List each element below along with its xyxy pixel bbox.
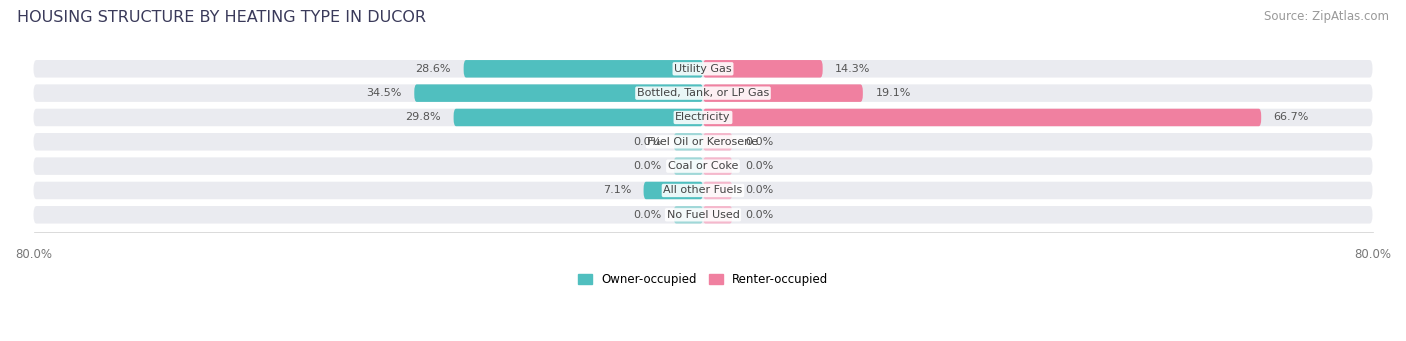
Text: 0.0%: 0.0%	[745, 161, 773, 171]
FancyBboxPatch shape	[34, 84, 1372, 102]
Text: Source: ZipAtlas.com: Source: ZipAtlas.com	[1264, 10, 1389, 23]
FancyBboxPatch shape	[673, 158, 703, 175]
Text: Electricity: Electricity	[675, 113, 731, 122]
FancyBboxPatch shape	[703, 182, 733, 199]
FancyBboxPatch shape	[703, 133, 733, 151]
FancyBboxPatch shape	[464, 60, 703, 77]
FancyBboxPatch shape	[644, 182, 703, 199]
FancyBboxPatch shape	[34, 182, 1372, 199]
Text: 0.0%: 0.0%	[745, 210, 773, 220]
Text: 34.5%: 34.5%	[367, 88, 402, 98]
Text: 0.0%: 0.0%	[633, 161, 661, 171]
Text: 66.7%: 66.7%	[1274, 113, 1309, 122]
Text: No Fuel Used: No Fuel Used	[666, 210, 740, 220]
FancyBboxPatch shape	[34, 133, 1372, 151]
FancyBboxPatch shape	[703, 84, 863, 102]
Text: 19.1%: 19.1%	[876, 88, 911, 98]
FancyBboxPatch shape	[34, 158, 1372, 175]
Text: 0.0%: 0.0%	[633, 137, 661, 147]
FancyBboxPatch shape	[673, 206, 703, 224]
Text: Bottled, Tank, or LP Gas: Bottled, Tank, or LP Gas	[637, 88, 769, 98]
Text: Utility Gas: Utility Gas	[675, 64, 731, 74]
Text: 29.8%: 29.8%	[405, 113, 441, 122]
Text: Coal or Coke: Coal or Coke	[668, 161, 738, 171]
Text: 0.0%: 0.0%	[745, 137, 773, 147]
Legend: Owner-occupied, Renter-occupied: Owner-occupied, Renter-occupied	[578, 273, 828, 286]
Text: 7.1%: 7.1%	[603, 186, 631, 195]
Text: HOUSING STRUCTURE BY HEATING TYPE IN DUCOR: HOUSING STRUCTURE BY HEATING TYPE IN DUC…	[17, 10, 426, 25]
Text: 0.0%: 0.0%	[745, 186, 773, 195]
Text: 14.3%: 14.3%	[835, 64, 870, 74]
Text: All other Fuels: All other Fuels	[664, 186, 742, 195]
FancyBboxPatch shape	[34, 206, 1372, 224]
FancyBboxPatch shape	[703, 206, 733, 224]
Text: Fuel Oil or Kerosene: Fuel Oil or Kerosene	[647, 137, 759, 147]
FancyBboxPatch shape	[703, 60, 823, 77]
FancyBboxPatch shape	[703, 158, 733, 175]
FancyBboxPatch shape	[454, 109, 703, 126]
FancyBboxPatch shape	[34, 60, 1372, 77]
Text: 28.6%: 28.6%	[416, 64, 451, 74]
FancyBboxPatch shape	[415, 84, 703, 102]
FancyBboxPatch shape	[703, 109, 1261, 126]
FancyBboxPatch shape	[34, 109, 1372, 126]
Text: 0.0%: 0.0%	[633, 210, 661, 220]
FancyBboxPatch shape	[673, 133, 703, 151]
